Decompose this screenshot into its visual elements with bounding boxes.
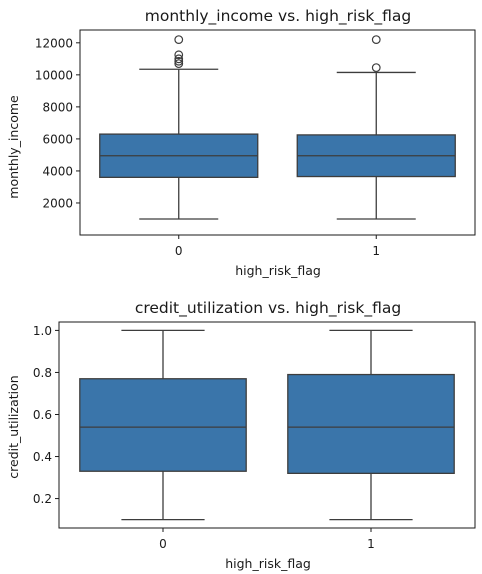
income-chart-title: monthly_income vs. high_risk_flag <box>145 7 411 26</box>
utilization-axes-frame <box>58 321 476 529</box>
income-outlier-point <box>174 50 184 60</box>
income-x-tick-label: 1 <box>372 244 380 258</box>
income-x-axis-label: high_risk_flag <box>235 263 321 278</box>
income-x-tick-label: 0 <box>175 244 183 258</box>
utilization-y-tick-label: 0.4 <box>33 450 52 464</box>
utilization-y-tick-label: 1.0 <box>33 324 52 338</box>
utilization-x-tick-label: 0 <box>159 537 167 551</box>
utilization-x-axis-label: high_risk_flag <box>225 556 311 571</box>
income-outlier-point <box>174 35 184 45</box>
utilization-chart-panel: credit_utilization vs. high_risk_flag cr… <box>6 299 476 571</box>
income-outlier-point <box>174 56 184 66</box>
income-y-axis-label: monthly_income <box>6 95 21 199</box>
income-y-tick-label: 2000 <box>42 196 73 210</box>
utilization-box-0 <box>79 378 247 472</box>
utilization-y-tick-label: 0.6 <box>33 408 52 422</box>
utilization-y-tick-label: 0.2 <box>33 492 52 506</box>
income-y-tick-label: 10000 <box>35 68 73 82</box>
income-chart-panel: monthly_income vs. high_risk_flag monthl… <box>6 7 476 278</box>
income-axes-frame <box>79 29 476 236</box>
utilization-y-tick-label: 0.8 <box>33 366 52 380</box>
income-outlier-point <box>371 63 381 73</box>
utilization-plot-area: 0.2 0.4 0.6 0.8 1.0 0 1 <box>33 321 476 551</box>
income-y-tick-label: 12000 <box>35 36 73 50</box>
income-y-tick-label: 4000 <box>42 164 73 178</box>
utilization-box-1 <box>287 373 455 474</box>
income-outlier-point <box>174 59 184 69</box>
income-y-tick-label: 6000 <box>42 132 73 146</box>
income-plot-area: 2000 4000 6000 8000 10000 12000 0 1 <box>35 29 476 258</box>
utilization-chart-title: credit_utilization vs. high_risk_flag <box>135 299 401 318</box>
utilization-x-tick-label: 1 <box>367 537 375 551</box>
utilization-y-axis-label: credit_utilization <box>6 375 21 478</box>
income-y-tick-label: 8000 <box>42 100 73 114</box>
income-outlier-point <box>371 35 381 45</box>
income-outlier-point <box>174 54 184 64</box>
